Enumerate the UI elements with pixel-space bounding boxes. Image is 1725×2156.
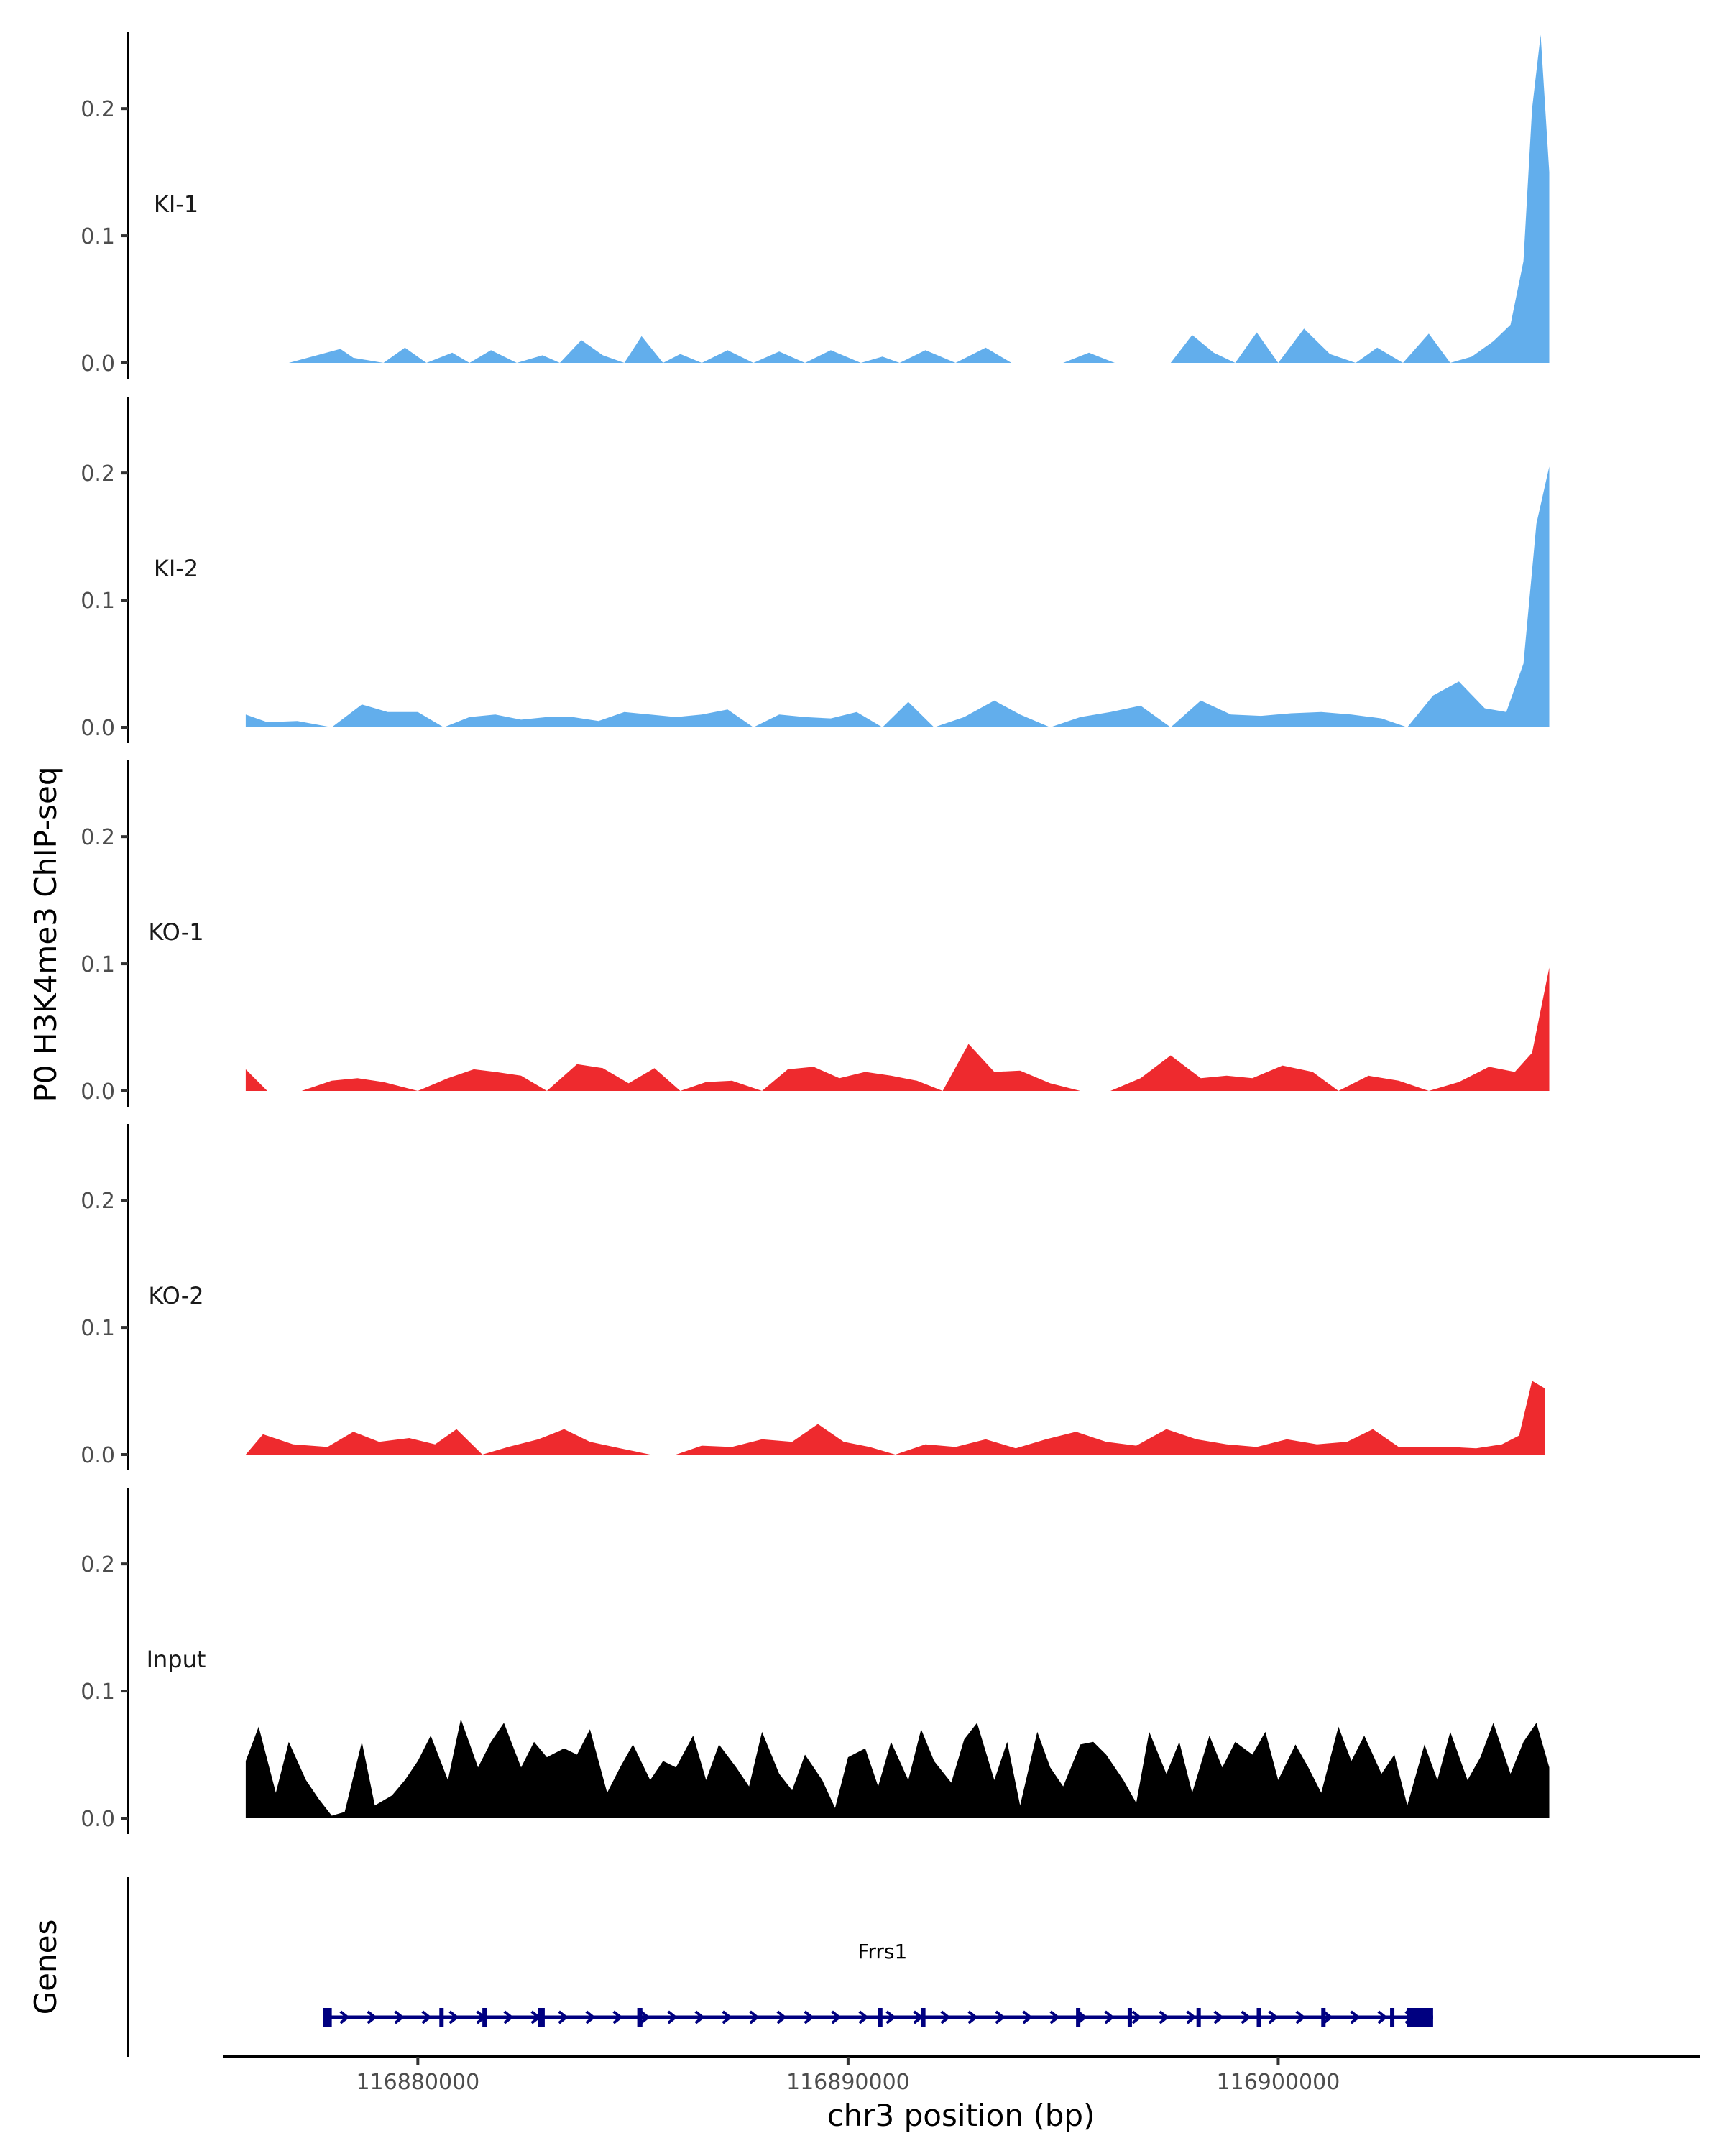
coverage-area-ki-2 — [245, 466, 1550, 727]
y-tick-label: 0.2 — [80, 1189, 115, 1214]
strand-arrow-icon — [967, 2010, 978, 2024]
y-tick-label: 0.0 — [80, 1443, 115, 1468]
x-tick-label: 116880000 — [356, 2070, 479, 2095]
track-label: KO-1 — [148, 918, 203, 946]
y-tick-label: 0.1 — [80, 1680, 115, 1705]
gene-exon — [538, 2008, 545, 2027]
gene-model: Frrs1 — [323, 1940, 1433, 2027]
gene-models: Frrs1 — [323, 1940, 1433, 2027]
strand-arrow-icon — [1159, 2010, 1169, 2024]
strand-arrow-icon — [367, 2010, 377, 2024]
track-ki-2: 0.0 0.1 0.2 KI-2 — [80, 397, 1550, 743]
coverage-area-input — [245, 1719, 1550, 1818]
strand-arrow-icon — [1049, 2010, 1060, 2024]
strand-arrow-icon — [421, 2010, 432, 2024]
strand-arrow-icon — [640, 2010, 650, 2024]
gene-exon — [921, 2008, 926, 2027]
y-tick-label: 0.1 — [80, 1316, 115, 1341]
track-input: 0.0 0.1 0.2 Input — [80, 1488, 1550, 1834]
gene-exon — [637, 2008, 643, 2027]
gene-exon — [439, 2008, 444, 2027]
y-tick-label: 0.0 — [80, 716, 115, 741]
strand-arrow-icon — [558, 2010, 569, 2024]
track-label: KI-1 — [154, 190, 198, 218]
strand-arrow-icon — [804, 2010, 814, 2024]
track-ko-1: 0.0 0.1 0.2 KO-1 — [80, 760, 1550, 1107]
gene-annotation-panel: Genes Frrs1 — [28, 1877, 1433, 2057]
track-label: Input — [147, 1646, 206, 1673]
strand-arrow-icon — [1186, 2010, 1197, 2024]
y-tick-label: 0.1 — [80, 952, 115, 977]
strand-arrow-icon — [667, 2010, 678, 2024]
coverage-area-ko-2 — [245, 1381, 1545, 1455]
gene-exon — [1076, 2008, 1081, 2027]
strand-arrow-icon — [776, 2010, 787, 2024]
x-axis-title: chr3 position (bp) — [827, 2098, 1095, 2133]
strand-arrow-icon — [1377, 2010, 1388, 2024]
strand-arrow-icon — [1022, 2010, 1033, 2024]
gene-exon — [1407, 2008, 1433, 2027]
x-tick-label: 116900000 — [1217, 2070, 1340, 2095]
x-axis: 116880000 116890000 116900000 chr3 positio… — [223, 2055, 1700, 2133]
strand-arrow-icon — [585, 2010, 596, 2024]
strand-arrow-icon — [612, 2010, 623, 2024]
strand-arrow-icon — [694, 2010, 705, 2024]
strand-arrow-icon — [749, 2010, 760, 2024]
y-tick-label: 0.2 — [80, 461, 115, 487]
x-tick-label: 116890000 — [786, 2070, 910, 2095]
genes-panel-title: Genes — [28, 1920, 63, 2015]
y-tick-label: 0.1 — [80, 589, 115, 614]
strand-arrow-icon — [1322, 2010, 1333, 2024]
y-tick-label: 0.0 — [80, 351, 115, 377]
strand-arrow-icon — [858, 2010, 869, 2024]
x-axis-ticks: 116880000 116890000 116900000 — [356, 2057, 1340, 2095]
coverage-tracks: 0.00.10.2KI-10.00.10.2KI-20.00.10.2KO-10… — [80, 32, 1550, 1834]
track-label: KO-2 — [148, 1282, 203, 1309]
strand-arrow-icon — [339, 2010, 350, 2024]
gene-exon — [1256, 2008, 1261, 2027]
strand-arrow-icon — [1350, 2010, 1361, 2024]
track-ko-2: 0.0 0.1 0.2 KO-2 — [80, 1124, 1545, 1470]
gene-exon — [878, 2008, 883, 2027]
strand-arrow-icon — [940, 2010, 951, 2024]
y-tick-label: 0.2 — [80, 825, 115, 850]
strand-arrow-icon — [1241, 2010, 1251, 2024]
strand-arrow-icon — [1268, 2010, 1279, 2024]
y-axis-title-text: P0 H3K4me3 ChIP-seq — [28, 766, 63, 1102]
strand-arrow-icon — [995, 2010, 1006, 2024]
y-tick-label: 0.0 — [80, 1079, 115, 1105]
coverage-area-ko-1 — [245, 967, 1550, 1091]
strand-arrow-icon — [831, 2010, 842, 2024]
coverage-area-ki-1 — [245, 34, 1550, 363]
gene-exon — [323, 2008, 332, 2027]
strand-arrow-icon — [448, 2010, 459, 2024]
strand-arrow-icon — [722, 2010, 732, 2024]
strand-arrow-icon — [503, 2010, 514, 2024]
gene-exon — [1390, 2008, 1395, 2027]
strand-arrow-icon — [886, 2010, 896, 2024]
gene-exon — [482, 2008, 487, 2027]
strand-arrow-icon — [1295, 2010, 1306, 2024]
strand-arrow-icon — [1131, 2010, 1142, 2024]
strand-arrow-icon — [1104, 2010, 1115, 2024]
gene-exon — [1127, 2008, 1132, 2027]
track-ki-1: 0.0 0.1 0.2 KI-1 — [80, 32, 1550, 379]
gene-name-label: Frrs1 — [857, 1940, 907, 1963]
y-tick-label: 0.1 — [80, 224, 115, 249]
y-tick-label: 0.2 — [80, 1552, 115, 1577]
track-label: KI-2 — [154, 555, 198, 582]
y-axis-title: P0 H3K4me3 ChIP-seq — [28, 766, 63, 1102]
gene-exon — [1196, 2008, 1201, 2027]
strand-arrow-icon — [394, 2010, 405, 2024]
strand-arrow-icon — [1213, 2010, 1224, 2024]
y-tick-label: 0.2 — [80, 97, 115, 122]
y-tick-label: 0.0 — [80, 1807, 115, 1832]
gene-exon — [1321, 2008, 1326, 2027]
